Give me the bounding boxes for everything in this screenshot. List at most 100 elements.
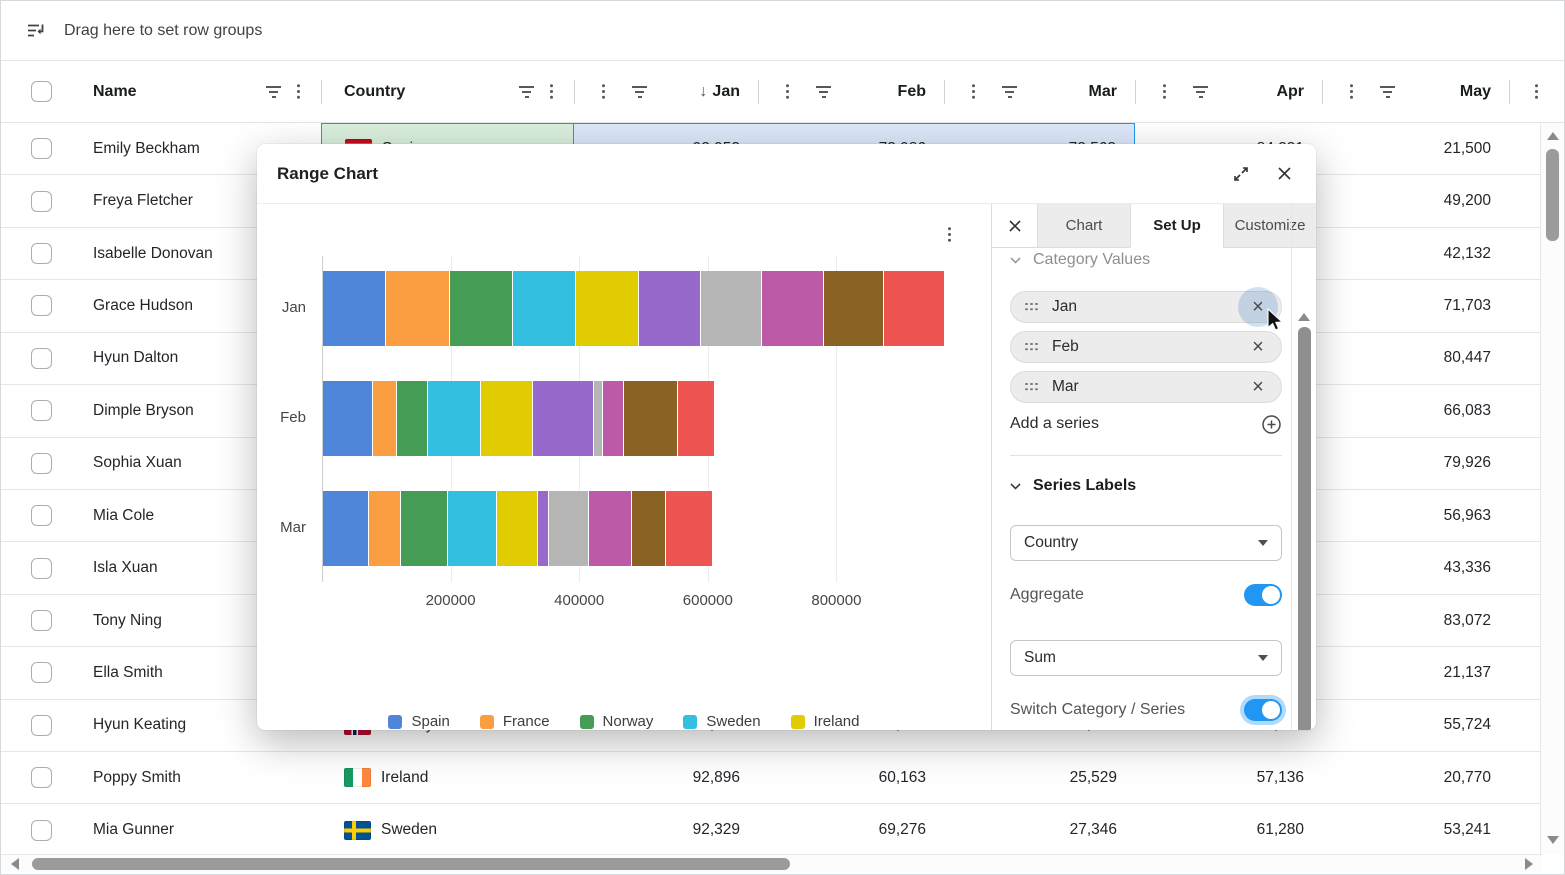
filter-icon[interactable] xyxy=(632,85,647,98)
category-values-section-header[interactable]: Category Values xyxy=(1010,250,1282,270)
row-checkbox-cell xyxy=(1,175,65,226)
remove-pill-button[interactable]: × xyxy=(1247,376,1269,398)
row-checkbox-cell xyxy=(1,280,65,331)
filter-icon[interactable] xyxy=(266,85,281,98)
drag-handle-icon[interactable] xyxy=(1025,382,1038,392)
table-row: Mia Gunner Sweden 92,329 69,276 27,346 61,280… xyxy=(1,804,1542,857)
row-checkbox[interactable] xyxy=(31,138,52,160)
row-checkbox[interactable] xyxy=(31,190,52,212)
scroll-up-arrow[interactable] xyxy=(1547,132,1559,140)
horizontal-scrollbar-thumb[interactable] xyxy=(32,858,790,870)
row-checkbox[interactable] xyxy=(31,295,52,317)
chart-axis-line xyxy=(322,256,323,582)
row-group-panel[interactable]: Drag here to set row groups xyxy=(1,1,1564,61)
category-axis-label: Mar xyxy=(280,519,306,536)
horizontal-scrollbar[interactable] xyxy=(1,854,1542,872)
name-cell: Hyun Dalton xyxy=(65,333,321,384)
caret-down-icon xyxy=(1258,540,1268,546)
kebab-menu-icon[interactable] xyxy=(602,83,606,100)
category-pills: Jan × Feb × Mar × xyxy=(1010,287,1282,403)
row-checkbox[interactable] xyxy=(31,452,52,474)
dialog-title-bar[interactable]: Range Chart xyxy=(257,144,1316,204)
may-cell: 20,770 xyxy=(1443,768,1491,786)
scroll-down-arrow[interactable] xyxy=(1547,836,1559,844)
maximize-icon[interactable] xyxy=(1233,166,1249,182)
switch-category-series-toggle[interactable] xyxy=(1244,699,1282,721)
column-header-country[interactable]: Country xyxy=(321,61,574,122)
column-header-jan[interactable]: ↓ Jan xyxy=(574,61,758,122)
remove-pill-button[interactable]: × xyxy=(1247,336,1269,358)
row-checkbox[interactable] xyxy=(31,243,52,265)
drag-handle-icon[interactable] xyxy=(1025,342,1038,352)
filter-icon[interactable] xyxy=(1193,85,1208,98)
legend-item-france[interactable]: France xyxy=(479,713,550,730)
chart-legend-row-1: Spain France Norway Sweden Ireland xyxy=(257,713,991,730)
category-pill-jan[interactable]: Jan × xyxy=(1010,287,1282,327)
bar-segment-belgium xyxy=(589,491,632,566)
vertical-scrollbar-thumb[interactable] xyxy=(1546,149,1559,241)
row-checkbox[interactable] xyxy=(31,400,52,422)
series-dimension-select[interactable]: Country xyxy=(1010,525,1282,561)
aggregate-label: Aggregate xyxy=(1010,586,1084,603)
may-cell: 71,703 xyxy=(1443,296,1491,314)
kebab-menu-icon[interactable] xyxy=(1163,83,1167,100)
vertical-scrollbar[interactable] xyxy=(1540,123,1564,854)
row-checkbox-cell xyxy=(1,228,65,279)
aggregate-function-select[interactable]: Sum xyxy=(1010,640,1282,676)
scroll-left-arrow[interactable] xyxy=(11,858,19,870)
category-pill-feb[interactable]: Feb × xyxy=(1010,331,1282,363)
row-checkbox[interactable] xyxy=(31,557,52,579)
kebab-menu-icon[interactable] xyxy=(1350,83,1354,100)
filter-icon[interactable] xyxy=(1380,85,1395,98)
legend-item-sweden[interactable]: Sweden xyxy=(683,713,761,730)
select-all-checkbox[interactable] xyxy=(31,81,52,102)
row-checkbox[interactable] xyxy=(31,767,52,789)
panel-scrollbar-thumb[interactable] xyxy=(1298,327,1311,730)
may-cell: 21,500 xyxy=(1443,139,1491,157)
legend-item-spain[interactable]: Spain xyxy=(388,713,450,730)
tab-chart[interactable]: Chart xyxy=(1037,204,1130,247)
bar-segment-spain xyxy=(323,491,369,566)
row-checkbox-cell xyxy=(1,333,65,384)
close-dialog-icon[interactable] xyxy=(1277,166,1292,181)
row-checkbox[interactable] xyxy=(31,347,52,369)
column-header-name[interactable]: Name xyxy=(65,61,321,122)
column-header-may[interactable]: May xyxy=(1322,61,1509,122)
row-checkbox[interactable] xyxy=(31,714,52,736)
legend-item-norway[interactable]: Norway xyxy=(579,713,654,730)
tab-customize[interactable]: Customize xyxy=(1223,204,1316,247)
row-checkbox[interactable] xyxy=(31,610,52,631)
scroll-right-arrow[interactable] xyxy=(1525,858,1533,870)
kebab-menu-icon[interactable] xyxy=(1535,83,1539,100)
kebab-menu-icon[interactable] xyxy=(972,83,976,100)
aggregate-toggle[interactable] xyxy=(1244,584,1282,606)
chart-menu-icon[interactable] xyxy=(941,226,959,246)
tab-set-up[interactable]: Set Up xyxy=(1130,204,1223,248)
settings-tab-bar: Chart Set Up Customize xyxy=(992,204,1316,248)
filter-icon[interactable] xyxy=(1002,85,1017,98)
column-header-mar[interactable]: Mar xyxy=(944,61,1135,122)
kebab-menu-icon[interactable] xyxy=(786,83,790,100)
name-value: Dimple Bryson xyxy=(93,401,194,419)
series-labels-section-header[interactable]: Series Labels xyxy=(1010,475,1282,497)
legend-marker xyxy=(579,714,594,729)
close-panel-button[interactable] xyxy=(992,204,1037,247)
kebab-menu-icon[interactable] xyxy=(297,83,301,100)
column-header-feb[interactable]: Feb xyxy=(758,61,944,122)
legend-label: Norway xyxy=(602,713,654,730)
pill-label: Mar xyxy=(1052,378,1079,395)
filter-icon[interactable] xyxy=(519,85,534,98)
column-header-apr[interactable]: Apr xyxy=(1135,61,1322,122)
row-checkbox[interactable] xyxy=(31,819,52,841)
legend-item-ireland[interactable]: Ireland xyxy=(790,713,860,730)
add-series-icon[interactable] xyxy=(1261,414,1282,435)
row-checkbox[interactable] xyxy=(31,505,52,527)
drag-handle-icon[interactable] xyxy=(1025,302,1038,312)
add-series-row[interactable]: Add a series xyxy=(1010,412,1282,436)
may-cell: 43,336 xyxy=(1443,559,1491,577)
category-pill-mar[interactable]: Mar × xyxy=(1010,371,1282,403)
filter-icon[interactable] xyxy=(816,85,831,98)
row-checkbox[interactable] xyxy=(31,662,52,684)
panel-scroll-up-arrow[interactable] xyxy=(1298,313,1310,321)
kebab-menu-icon[interactable] xyxy=(550,83,554,100)
